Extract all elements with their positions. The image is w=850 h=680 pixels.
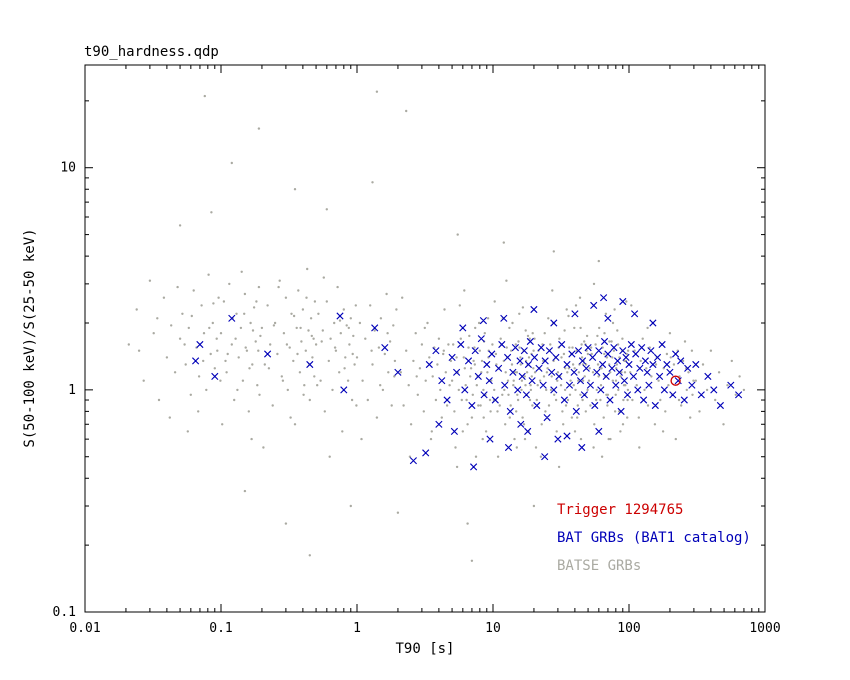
y-tick-label: 10 xyxy=(60,161,76,176)
x-tick-label: 1000 xyxy=(749,621,780,636)
x-tick-label: 0.1 xyxy=(209,621,232,636)
legend-item-trigger: Trigger 1294765 xyxy=(557,502,684,518)
legend-item-batse: BATSE GRBs xyxy=(557,558,642,574)
y-tick-label: 0.1 xyxy=(53,605,76,620)
x-tick-label: 100 xyxy=(617,621,640,636)
x-tick-label: 10 xyxy=(485,621,501,636)
x-tick-label: 1 xyxy=(353,621,361,636)
x-axis-label: T90 [s] xyxy=(395,641,455,657)
plot-frame xyxy=(84,64,766,613)
trigger-marker xyxy=(670,375,681,386)
legend: Trigger 1294765 BAT GRBs (BAT1 catalog) … xyxy=(557,496,751,580)
x-tick-label: 0.01 xyxy=(69,621,100,636)
y-axis-label: S(50-100 keV)/S(25-50 keV) xyxy=(22,228,38,448)
plot-title: t90_hardness.qdp xyxy=(84,44,219,60)
y-tick-label: 1 xyxy=(68,383,76,398)
batse-points xyxy=(127,90,746,562)
bat-points xyxy=(192,294,743,471)
legend-item-bat: BAT GRBs (BAT1 catalog) xyxy=(557,530,751,546)
